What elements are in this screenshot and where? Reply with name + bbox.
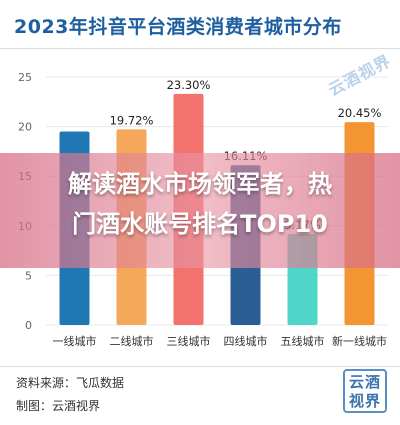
- headline-line-1: 解读酒水市场领军者，热: [68, 170, 332, 198]
- y-tick-label: 25: [18, 71, 32, 84]
- title-divider: [0, 48, 400, 49]
- y-tick-label: 20: [18, 121, 32, 134]
- category-label: 四线城市: [224, 334, 268, 348]
- category-label: 三线城市: [167, 334, 211, 348]
- headline-banner: [0, 153, 400, 268]
- y-tick-label: 0: [25, 319, 32, 332]
- category-label: 一线城市: [53, 334, 97, 348]
- category-label: 二线城市: [110, 334, 154, 348]
- data-label: 23.30%: [167, 78, 211, 92]
- chart-title: 2023年抖音平台酒类消费者城市分布: [14, 16, 342, 38]
- y-tick-label: 5: [25, 269, 32, 282]
- headline: 解读酒水市场领军者，热 门酒水账号排名TOP10: [0, 164, 400, 244]
- category-label: 新一线城市: [332, 334, 387, 348]
- footer-divider: [0, 366, 400, 367]
- category-label: 五线城市: [281, 334, 325, 348]
- data-source: 资料来源：飞瓜数据: [16, 376, 125, 390]
- data-label: 19.72%: [110, 113, 154, 127]
- chart-maker: 制图：云酒视界: [16, 399, 101, 413]
- data-label: 20.45%: [338, 106, 382, 120]
- headline-line-2: 门酒水账号排名TOP10: [72, 210, 328, 238]
- brand-logo: 云酒视界: [343, 369, 387, 413]
